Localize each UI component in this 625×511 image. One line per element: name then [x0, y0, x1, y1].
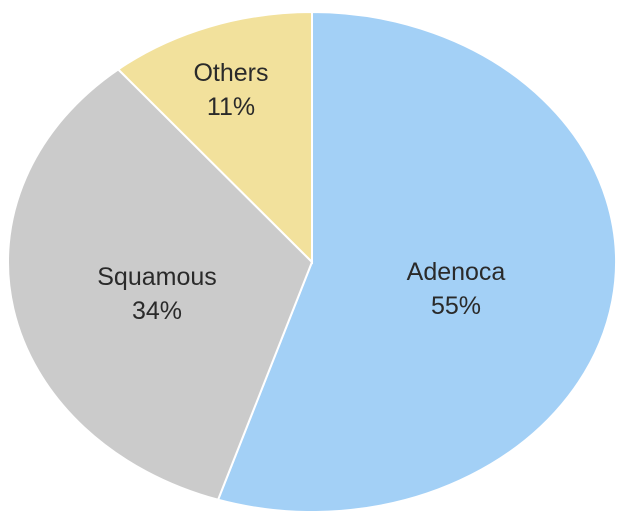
pie-value-squamous: 34%: [132, 297, 182, 325]
pie-value-others: 11%: [207, 93, 255, 121]
pie-label-others: Others: [193, 59, 268, 87]
pie-value-adenoca: 55%: [431, 292, 481, 320]
pie-slice-adenoca: [216, 10, 618, 511]
pie-label-squamous: Squamous: [97, 263, 217, 291]
pie-labels: Adenoca 55% Squamous 34% Others 11%: [97, 59, 505, 325]
pie-slices: [7, 10, 618, 511]
pie-slice-squamous: [7, 68, 314, 501]
pie-label-adenoca: Adenoca: [407, 258, 506, 286]
pie-slice-others: [116, 10, 313, 265]
